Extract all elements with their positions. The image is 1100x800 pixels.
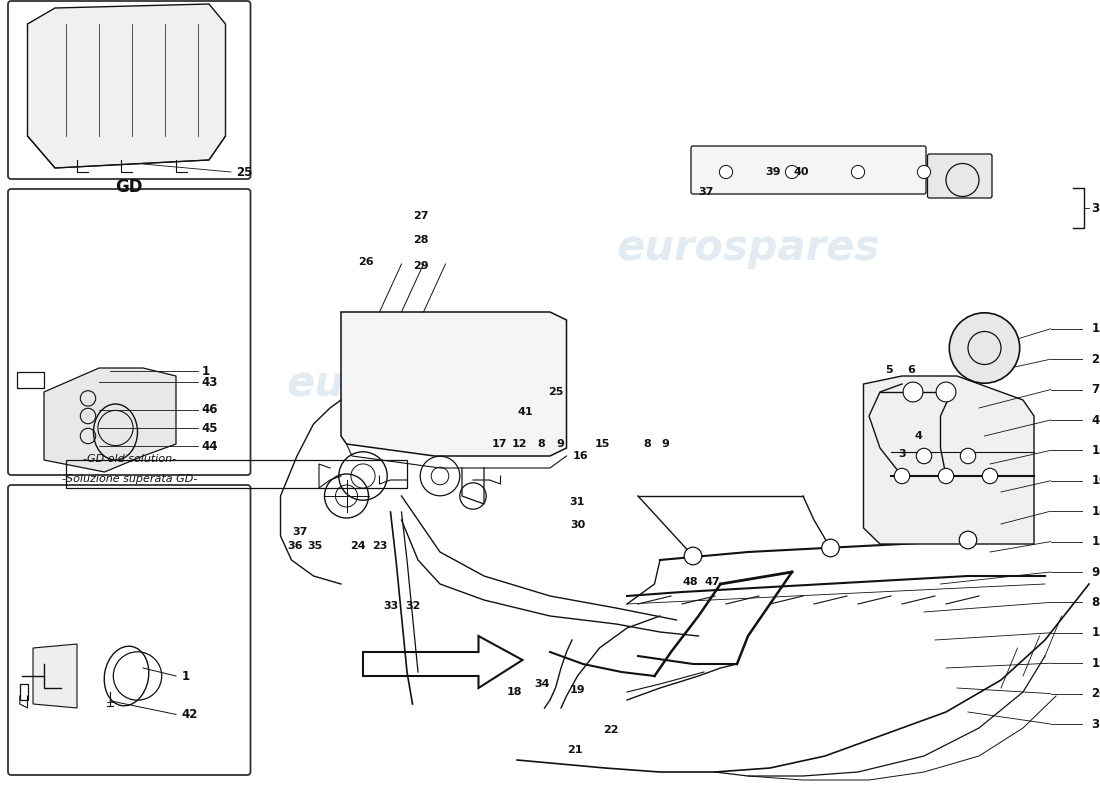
Text: 37: 37 <box>698 187 714 197</box>
Text: 13: 13 <box>1091 535 1100 548</box>
Circle shape <box>851 166 865 178</box>
Circle shape <box>936 382 956 402</box>
Text: 10: 10 <box>1091 474 1100 487</box>
Circle shape <box>917 166 931 178</box>
Circle shape <box>959 531 977 549</box>
Text: 32: 32 <box>405 601 420 610</box>
Text: 17: 17 <box>492 439 507 449</box>
Text: 6: 6 <box>906 366 915 375</box>
Circle shape <box>960 448 976 464</box>
Bar <box>66 460 407 488</box>
Circle shape <box>719 166 733 178</box>
Text: -Soluzione superata GD-: -Soluzione superata GD- <box>62 474 197 483</box>
Text: 19: 19 <box>1091 657 1100 670</box>
Text: 39: 39 <box>766 167 781 177</box>
Text: 46: 46 <box>201 403 218 416</box>
Polygon shape <box>864 376 1034 544</box>
Text: 8: 8 <box>537 439 546 449</box>
Text: 8: 8 <box>1091 596 1100 609</box>
Text: 4: 4 <box>914 431 923 441</box>
FancyBboxPatch shape <box>927 154 992 198</box>
Text: 30: 30 <box>570 520 585 530</box>
Text: 43: 43 <box>201 376 218 389</box>
Circle shape <box>785 166 799 178</box>
Text: 47: 47 <box>1091 414 1100 426</box>
Text: 42: 42 <box>182 708 198 721</box>
Text: 16: 16 <box>573 451 588 461</box>
Text: 47: 47 <box>705 578 720 587</box>
FancyBboxPatch shape <box>8 189 251 475</box>
Text: 1: 1 <box>182 670 189 682</box>
Text: 33: 33 <box>383 601 398 610</box>
Text: 5: 5 <box>886 366 892 375</box>
Polygon shape <box>28 4 226 168</box>
Text: 38: 38 <box>1091 202 1100 214</box>
Text: 44: 44 <box>201 440 218 453</box>
Text: 28: 28 <box>414 235 429 245</box>
Text: 25: 25 <box>236 166 253 178</box>
Text: 9: 9 <box>556 439 564 449</box>
Text: 41: 41 <box>518 407 534 417</box>
FancyBboxPatch shape <box>691 146 926 194</box>
Text: 24: 24 <box>350 542 365 551</box>
Text: 11: 11 <box>1091 444 1100 457</box>
Text: 18: 18 <box>507 687 522 697</box>
Text: 45: 45 <box>201 422 218 434</box>
Text: 37: 37 <box>293 527 308 537</box>
Text: 12: 12 <box>1091 626 1100 639</box>
Text: eurospares: eurospares <box>616 227 880 269</box>
Text: 1: 1 <box>201 365 209 378</box>
Bar <box>16 372 44 388</box>
Text: 36: 36 <box>287 542 303 551</box>
Text: eurospares: eurospares <box>286 363 550 405</box>
Circle shape <box>684 547 702 565</box>
Text: 1: 1 <box>1091 322 1099 335</box>
Circle shape <box>822 539 839 557</box>
Text: 3: 3 <box>899 449 905 458</box>
Text: 14: 14 <box>1091 505 1100 518</box>
Circle shape <box>916 448 932 464</box>
Text: 9: 9 <box>1091 566 1100 578</box>
Text: 15: 15 <box>595 439 610 449</box>
Polygon shape <box>363 636 522 688</box>
Circle shape <box>894 468 910 484</box>
Text: 22: 22 <box>603 725 618 734</box>
Circle shape <box>938 468 954 484</box>
Text: 8: 8 <box>642 439 651 449</box>
Polygon shape <box>33 644 77 708</box>
Circle shape <box>949 313 1020 383</box>
Text: 35: 35 <box>1091 718 1100 730</box>
Text: 12: 12 <box>512 439 527 449</box>
Text: 35: 35 <box>307 542 322 551</box>
Text: 2: 2 <box>1091 353 1099 366</box>
Text: 25: 25 <box>548 387 563 397</box>
Text: 31: 31 <box>570 498 585 507</box>
Text: 23: 23 <box>372 542 387 551</box>
Text: 48: 48 <box>683 578 698 587</box>
Text: 19: 19 <box>570 685 585 694</box>
Text: 9: 9 <box>661 439 670 449</box>
Text: 7: 7 <box>1091 383 1099 396</box>
FancyBboxPatch shape <box>8 485 251 775</box>
Text: -GD old solution-: -GD old solution- <box>82 454 176 463</box>
Text: 21: 21 <box>568 746 583 755</box>
Text: 40: 40 <box>793 167 808 177</box>
Circle shape <box>903 382 923 402</box>
Circle shape <box>982 468 998 484</box>
FancyBboxPatch shape <box>8 1 251 179</box>
Bar <box>20 684 28 700</box>
Text: 26: 26 <box>359 257 374 266</box>
Text: 29: 29 <box>414 262 429 271</box>
Text: 20: 20 <box>1091 687 1100 700</box>
Polygon shape <box>44 368 176 472</box>
Text: 34: 34 <box>535 679 550 689</box>
Polygon shape <box>341 312 566 456</box>
Text: 27: 27 <box>414 211 429 221</box>
Text: GD: GD <box>116 178 143 196</box>
